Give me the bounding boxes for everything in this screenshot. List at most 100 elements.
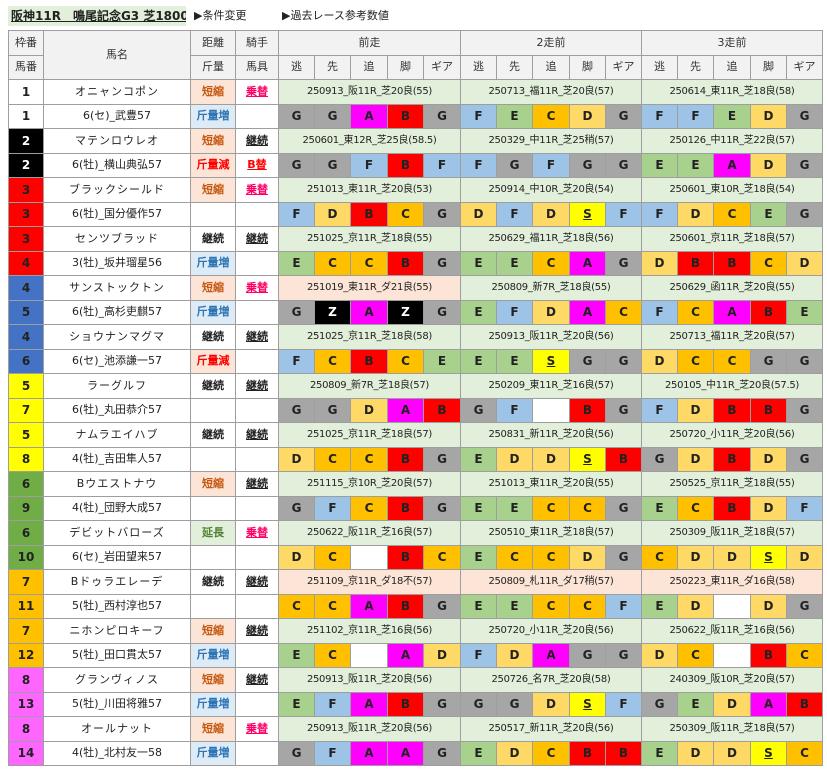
sub-header-gear: ギア [786,54,823,80]
weight-change-badge [190,201,236,227]
frame-number: 5 [8,373,44,399]
grade-cell: G [460,397,497,423]
past-race-label: 250831_新11R_芝20良(56) [460,422,642,448]
horse-age-jockey-weight: 6(牡)_横山典弘57 [43,152,191,178]
gear-change-badge [235,495,279,521]
horse-age-jockey-weight: 5(牡)_田口貫太57 [43,642,191,668]
gear-change-badge [235,446,279,472]
horse-number: 12 [8,642,44,668]
horse-name[interactable]: サンストックトン [43,275,191,301]
horse-age-jockey-weight: 4(牡)_吉田隼人57 [43,446,191,472]
grade-cell: F [605,201,642,227]
grade-cell: S [569,446,606,472]
horse-name[interactable]: ラーグルフ [43,373,191,399]
col-header-weight: 斤量 [190,54,236,80]
horse-name[interactable]: マテンロウレオ [43,128,191,154]
horse-row-bottom: 8 4(牡)_吉田隼人57 D C C B G E D D S B G D B D G [8,446,823,472]
grade-cell: G [278,397,315,423]
grade-cell: C [532,544,570,570]
grade-cell: G [786,152,823,178]
grade-cell: G [496,691,533,717]
past-race-label: 250329_中11R_芝25稍(57) [460,128,642,154]
past-race-label: 250913_阪11R_芝20良(56) [278,716,461,742]
grade-cell: E [677,691,714,717]
change-conditions-link[interactable]: ▶条件変更 [194,9,247,22]
past-race-label: 250209_東11R_芝16良(57) [460,373,642,399]
past-race-label: 250720_小11R_芝20良(56) [460,618,642,644]
horse-number: 2 [8,152,44,178]
grade-cell: G [786,397,823,423]
horse-name[interactable]: Bウエストナウ [43,471,191,497]
past-race-reference-link[interactable]: ▶過去レース参考数値 [282,9,389,22]
grade-cell: D [750,103,787,129]
grade-cell: S [569,201,606,227]
past-race-label: 250622_阪11R_芝16良(57) [278,520,461,546]
horse-row-top: 7 Bドゥラエレーデ 継続 継続 251109_京11R_ダ18不(57) 250809_… [8,569,823,595]
horse-name[interactable]: ブラックシールド [43,177,191,203]
grade-cell: G [314,397,351,423]
horse-name[interactable]: ニホンピロキーフ [43,618,191,644]
weight-change-badge: 斤量減 [190,348,236,374]
past-race-label: 250223_東11R_ダ16良(58) [641,569,823,595]
past-race-label: 250622_阪11R_芝16良(56) [641,618,823,644]
grade-cell: B [569,740,606,766]
horse-name[interactable]: ショウナンマグマ [43,324,191,350]
gear-change-badge [235,593,279,619]
grade-cell: A [569,250,606,276]
distance-change-badge: 短縮 [190,716,236,742]
rider-change-badge: 乗替 [235,520,279,546]
grade-cell [350,642,388,668]
gear-change-badge [235,348,279,374]
grade-cell: D [532,201,570,227]
grade-cell: F [641,397,678,423]
distance-change-badge: 短縮 [190,128,236,154]
past-race-label: 250713_福11R_芝20良(57) [641,324,823,350]
grade-cell: G [460,691,497,717]
grade-cell: G [605,642,642,668]
grade-cell: E [677,152,714,178]
past-race-label: 250913_阪11R_芝20良(56) [460,324,642,350]
grade-cell: G [786,446,823,472]
grade-cell: E [496,593,533,619]
grade-cell: G [786,103,823,129]
past-race-label: 251013_東11R_芝20良(53) [278,177,461,203]
horse-name[interactable]: オールナット [43,716,191,742]
horse-name[interactable]: オニャンコポン [43,79,191,105]
past-race-label: 250601_京11R_芝18良(57) [641,226,823,252]
weight-change-badge: 斤量減 [190,152,236,178]
grade-cell: C [423,544,461,570]
past-race-label: 250629_福11R_芝18良(56) [460,226,642,252]
grade-cell: F [496,299,533,325]
horse-name[interactable]: センツブラッド [43,226,191,252]
horse-name[interactable]: Bドゥラエレーデ [43,569,191,595]
horse-name[interactable]: ナムラエイハブ [43,422,191,448]
grade-cell: G [641,691,678,717]
grade-cell: G [786,201,823,227]
horse-number: 11 [8,593,44,619]
past-race-label: 251025_京11R_芝18良(55) [278,226,461,252]
col-header-rider: 騎手 [235,30,279,56]
horse-row-top: 1 オニャンコポン 短縮 乗替 250913_阪11R_芝20良(55) 250713_福… [8,79,823,105]
horse-name[interactable]: デビットバローズ [43,520,191,546]
gear-change-badge [235,397,279,423]
grade-cell: D [532,299,570,325]
sub-header-gear: ギア [423,54,461,80]
horse-row-bottom: 1 6(セ)_武豊57 斤量増 G G A B G F E C D G F F E D G [8,103,823,129]
grade-cell: C [314,544,351,570]
grade-cell: E [460,446,497,472]
grade-cell: C [532,103,570,129]
rider-change-badge: 継続 [235,373,279,399]
past-race-label: 251025_京11R_芝18良(57) [278,422,461,448]
frame-number: 2 [8,128,44,154]
grade-cell: Z [387,299,424,325]
grade-cell: G [423,299,461,325]
grade-cell: B [387,691,424,717]
grade-cell: B [569,397,606,423]
horse-age-jockey-weight: 6(牡)_丸田恭介57 [43,397,191,423]
horse-row-top: 8 グランヴィノス 短縮 継続 250913_阪11R_芝20良(56) 250726_名… [8,667,823,693]
past-race-label: 250913_阪11R_芝20良(55) [278,79,461,105]
grade-cell: F [278,201,315,227]
horse-name[interactable]: グランヴィノス [43,667,191,693]
header-row-sub: 馬番 斤量 馬具 逃 先 追 脚 ギア 逃 先 追 脚 ギア 逃 先 追 脚 ギ… [8,54,823,80]
gear-change-badge [235,691,279,717]
